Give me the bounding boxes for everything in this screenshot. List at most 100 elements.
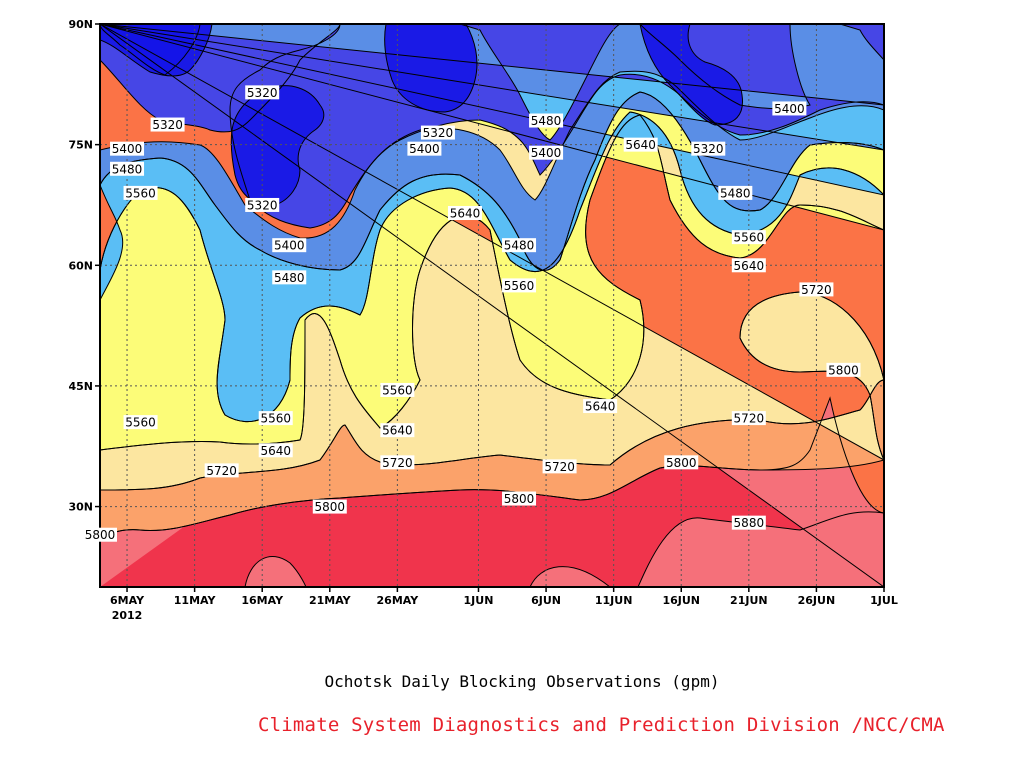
x-tick-label: 1JUN [464,594,494,607]
contour-label-text: 5400 [274,239,305,253]
contour-label-text: 5800 [828,363,859,377]
y-tick-label: 90N [68,18,93,31]
contour-label: 5640 [258,443,293,458]
contour-label-text: 5640 [260,444,291,458]
x-tick-label: 16MAY [241,594,284,607]
contour-label-text: 5720 [544,460,575,474]
x-tick-label: 16JUN [662,594,700,607]
contour-label: 5640 [731,258,766,273]
chart-caption: Ochotsk Daily Blocking Observations (gpm… [324,672,720,691]
contour-label: 5800 [502,491,537,506]
contour-label: 5800 [826,362,861,377]
contour-label: 5560 [258,411,293,426]
contour-label-text: 5640 [734,259,765,273]
contour-label: 5720 [731,411,766,426]
contour-label: 5640 [583,399,618,414]
contour-label-text: 5480 [504,239,535,253]
contour-label: 5400 [272,238,307,253]
contour-label-text: 5560 [504,279,535,293]
contour-label-text: 5720 [382,456,413,470]
contour-label-text: 5560 [382,383,413,397]
contour-label-text: 5480 [531,114,562,128]
contour-label-text: 5720 [801,283,832,297]
y-tick-label: 60N [68,259,93,272]
contour-label-text: 5320 [247,86,278,100]
contour-line-5160 [100,24,201,76]
contour-label-text: 5400 [531,146,562,160]
x-tick-label: 11MAY [174,594,217,607]
contour-label: 5320 [420,125,455,140]
contour-label-text: 5560 [125,416,156,430]
contour-labels: 5320 5320 5320 5320 5320 5400 5400 5400 5400 5400… [83,85,861,542]
contour-label: 5880 [731,515,766,530]
contour-label-text: 5560 [734,231,765,245]
contour-label: 5800 [312,499,347,514]
contour-label-text: 5400 [409,142,440,156]
contour-label: 5640 [623,137,658,152]
contour-label: 5320 [150,117,185,132]
contour-label-text: 5480 [720,186,751,200]
contour-line-5320 [100,24,884,229]
band-5160 [100,24,200,75]
y-tick-label: 45N [68,380,93,393]
contour-label-text: 5400 [112,142,143,156]
contour-label: 5560 [123,415,158,430]
x-tick-label: 6JUN [531,594,561,607]
contour-label: 5720 [799,282,834,297]
x-tick-label: 1JUL [870,594,898,607]
x-tick-label: 26JUN [798,594,836,607]
contour-lines [100,24,884,587]
x-tick-label: 26MAY [377,594,420,607]
contour-label-text: 5720 [206,464,237,478]
contour-label: 5800 [664,455,699,470]
contour-label: 5480 [718,185,753,200]
x-tick-label: 21JUN [730,594,768,607]
contour-label: 5560 [731,230,766,245]
x-year-label: 2012 [112,609,143,622]
contour-label-text: 5800 [85,528,116,542]
contour-label: 5720 [380,455,415,470]
x-axis-ticks: 6MAY 11MAY 16MAY 21MAY 26MAY 1JUN 6JUN 11JUN 16J… [110,587,898,622]
contour-label: 5720 [204,463,239,478]
plot-frame [99,23,885,588]
contour-label-text: 5640 [585,400,616,414]
contour-label-text: 5640 [450,207,481,221]
contour-label: 5720 [542,459,577,474]
contour-label: 5400 [407,141,442,156]
contour-label: 5480 [272,270,307,285]
contour-label-text: 5800 [666,456,697,470]
contour-label: 5320 [691,141,726,156]
grid-lines [100,24,884,587]
contour-label-text: 5480 [274,271,305,285]
contour-label-text: 5560 [125,186,156,200]
contour-label-text: 5640 [625,138,656,152]
contour-label-text: 5400 [774,102,805,116]
contour-label-text: 5480 [112,162,143,176]
y-tick-label: 30N [68,501,93,514]
contour-label: 5480 [110,161,145,176]
contour-label-text: 5880 [734,516,765,530]
credit-line: Climate System Diagnostics and Predictio… [258,714,945,736]
contour-label: 5560 [380,382,415,397]
y-axis-ticks: 30N 45N 60N 75N 90N [68,18,100,514]
contour-label: 5560 [502,278,537,293]
y-tick-label: 75N [68,139,93,152]
contour-label-text: 5320 [423,126,454,140]
contour-label: 5560 [123,185,158,200]
contour-label-text: 5560 [260,412,291,426]
contour-label-text: 5320 [247,198,278,212]
x-tick-label: 6MAY [110,594,145,607]
x-tick-label: 11JUN [595,594,633,607]
band-5240 [100,24,743,206]
contour-label: 5400 [110,141,145,156]
contour-label: 5640 [380,423,415,438]
contour-label: 5320 [245,197,280,212]
contour-label-text: 5640 [382,424,413,438]
contour-label-text: 5800 [504,492,535,506]
contour-label: 5400 [529,145,564,160]
contour-label-text: 5800 [315,500,346,514]
x-tick-label: 21MAY [309,594,352,607]
contour-line-5240 [100,24,744,206]
contour-label-text: 5320 [693,142,724,156]
